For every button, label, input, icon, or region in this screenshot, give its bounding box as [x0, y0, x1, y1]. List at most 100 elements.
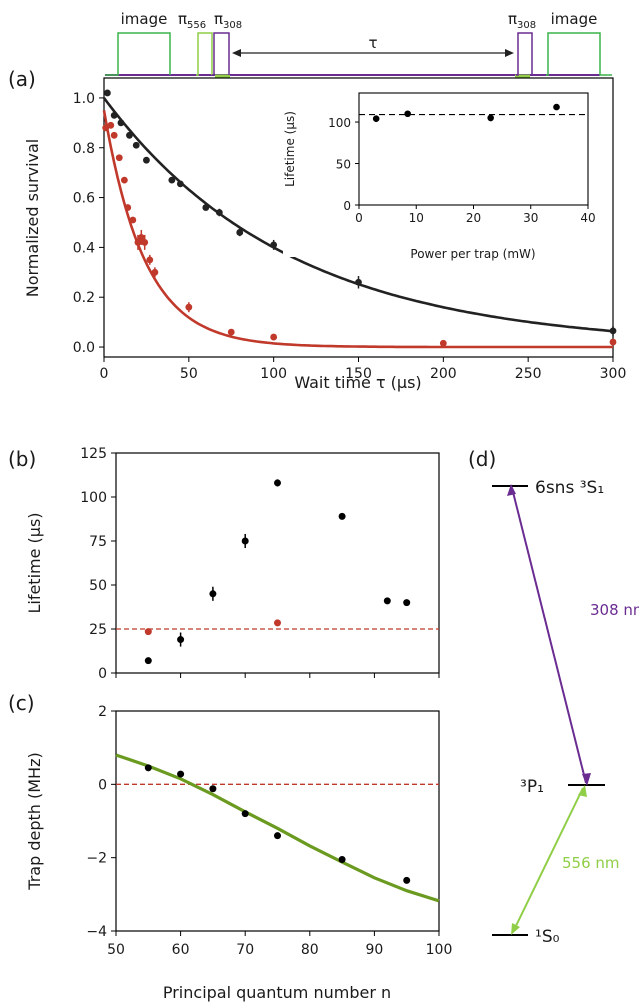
data-point — [404, 110, 411, 118]
data-point — [143, 156, 150, 164]
y-tick-label: 0.2 — [73, 290, 95, 306]
arrow-556nm-head-top — [578, 785, 587, 797]
panel-b-ylabel: Lifetime (μs) — [25, 512, 44, 613]
data-point — [110, 111, 118, 119]
data-point — [403, 876, 411, 884]
data-point — [168, 176, 176, 184]
y-tick-label: 100 — [80, 490, 107, 506]
x-tick-label: 30 — [523, 211, 538, 225]
x-tick-label: 60 — [172, 942, 190, 958]
data-point — [274, 619, 281, 627]
arrow-308nm — [511, 487, 587, 784]
level-1S0-label: ¹S₀ — [535, 927, 560, 947]
x-tick-label: 0 — [100, 366, 109, 382]
inset-xlabel: Power per trap (mW) — [410, 247, 535, 261]
data-point — [202, 204, 210, 211]
panel-c-ylabel: Trap depth (MHz) — [25, 752, 44, 890]
arrow-308nm-head-top — [507, 484, 516, 496]
inset-chart: 0 10 20 30 40 0 50 100 Power per trap (mW) Life… — [283, 92, 596, 261]
data-point — [134, 239, 142, 246]
data-point — [403, 599, 411, 607]
y-tick-label: 125 — [80, 446, 107, 462]
data-point — [439, 339, 447, 347]
data-point — [137, 234, 145, 241]
data-point — [103, 89, 111, 97]
panel-a-letter: (a) — [8, 67, 36, 91]
data-point — [236, 229, 244, 236]
image-label-right: image — [551, 10, 598, 28]
y-tick-label: 100 — [328, 116, 351, 130]
x-tick-label: 70 — [236, 942, 254, 958]
data-point — [117, 119, 125, 127]
data-point — [209, 590, 217, 598]
panel-c-letter: (c) — [8, 691, 35, 715]
image-label-left: image — [121, 10, 168, 28]
panel-a-ylabel: Normalized survival — [23, 139, 42, 298]
x-tick-label: 50 — [180, 366, 198, 382]
x-tick-label: 0 — [355, 211, 363, 225]
data-point — [110, 131, 118, 139]
fit-curve — [115, 753, 440, 903]
panel-c-frame — [115, 710, 440, 932]
data-point — [355, 278, 362, 286]
level-3P1-label: ³P₁ — [520, 777, 544, 797]
inset-ylabel: Lifetime (μs) — [283, 111, 297, 187]
x-tick-label: 10 — [409, 211, 424, 225]
data-point — [185, 303, 193, 311]
y-tick-label: 25 — [89, 622, 107, 638]
data-point — [609, 338, 617, 346]
y-tick-label: 0 — [98, 777, 107, 793]
pi308-label-right: π308 — [508, 10, 536, 31]
data-point — [270, 241, 278, 249]
x-tick-label: 40 — [580, 211, 595, 225]
level-diagram: 6sns ³S₁ ³P₁ ¹S₀ 308 nm 556 nm — [492, 478, 639, 947]
image-pulse-right — [546, 32, 612, 76]
x-tick-label: 300 — [600, 366, 627, 382]
data-point — [107, 121, 115, 129]
data-point — [141, 239, 149, 246]
pi308-pulse-left — [212, 32, 230, 76]
panel-b-frame — [115, 452, 440, 674]
y-tick-label: 75 — [89, 534, 107, 550]
pi556-label: π556 — [178, 10, 206, 31]
x-tick-label: 150 — [345, 366, 372, 382]
arrow-556nm — [512, 787, 584, 933]
data-point — [383, 597, 391, 605]
label-308nm: 308 nm — [590, 601, 639, 619]
panel-a-xlabel: Wait time τ (μs) — [294, 373, 421, 392]
data-point — [126, 131, 133, 139]
data-point — [487, 114, 494, 122]
y-tick-label: 0 — [98, 666, 107, 682]
data-point — [274, 479, 281, 487]
x-tick-label: 100 — [426, 942, 453, 958]
data-point — [129, 216, 137, 224]
fit-curve — [102, 110, 613, 349]
data-point — [144, 764, 152, 772]
y-tick-label: 50 — [89, 578, 107, 594]
data-point — [241, 537, 249, 545]
data-point — [151, 268, 159, 276]
panel-b-letter: (b) — [8, 447, 36, 471]
x-tick-label: 100 — [260, 366, 287, 382]
data-point — [338, 512, 346, 520]
x-tick-label: 80 — [301, 942, 319, 958]
pi308-pulse-right — [516, 32, 533, 76]
image-pulse-left — [105, 32, 171, 76]
y-tick-label: −4 — [86, 924, 107, 940]
level-6sns-label: 6sns ³S₁ — [535, 478, 604, 498]
panel-c-xlabel: Principal quantum number n — [163, 983, 391, 1002]
data-point — [274, 832, 281, 840]
x-tick-label: 90 — [365, 942, 383, 958]
pi556-pulse — [196, 32, 213, 76]
tau-label: τ — [368, 34, 377, 52]
y-tick-label: 0.6 — [73, 191, 95, 207]
data-point — [177, 636, 185, 644]
label-556nm: 556 nm — [562, 854, 620, 872]
data-point — [270, 333, 278, 341]
y-tick-label: 1.0 — [73, 91, 95, 107]
data-point — [209, 785, 217, 793]
data-point — [338, 856, 346, 863]
data-point — [241, 810, 249, 818]
